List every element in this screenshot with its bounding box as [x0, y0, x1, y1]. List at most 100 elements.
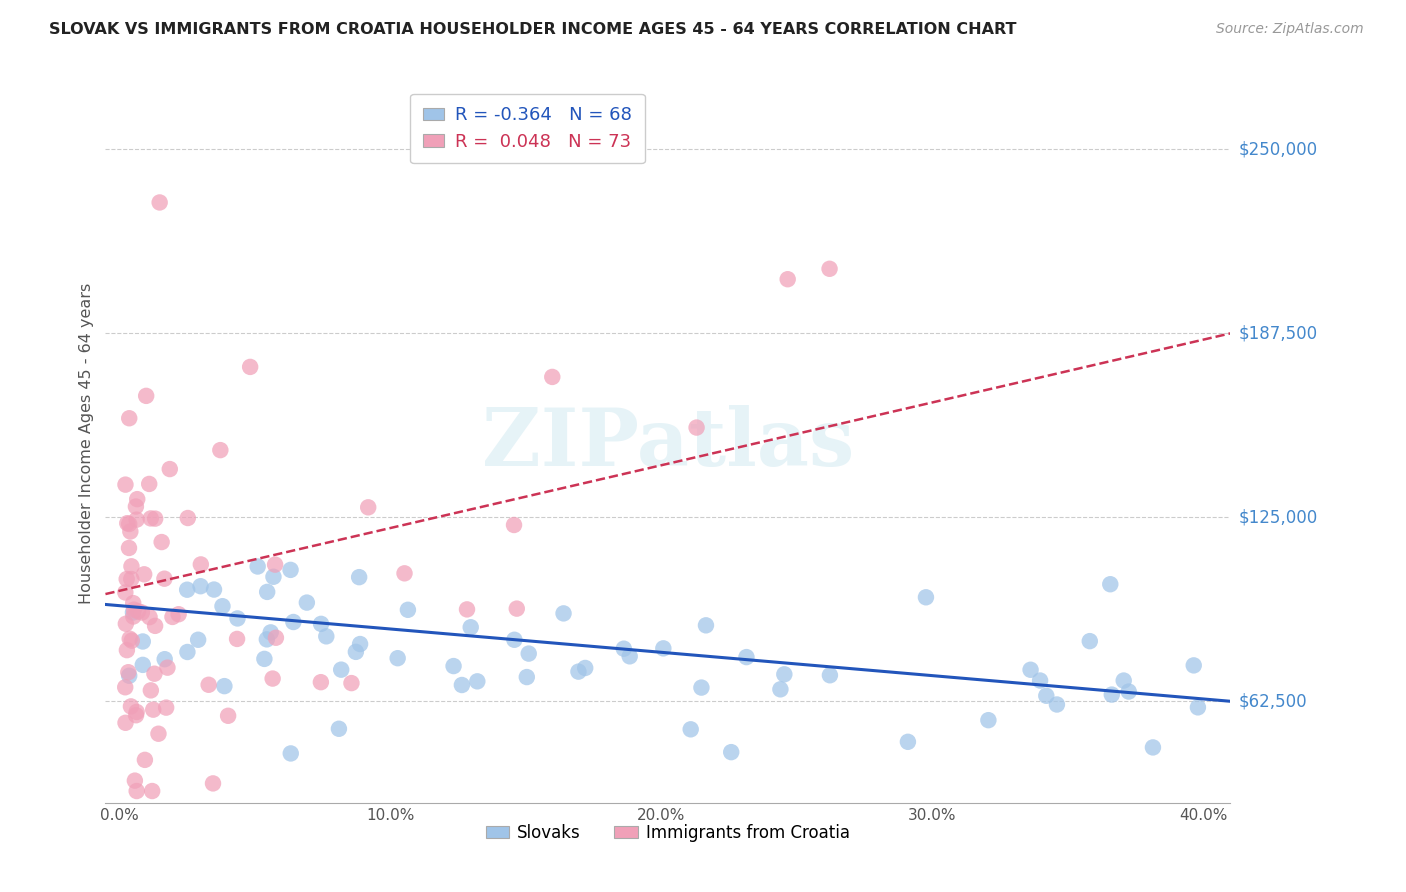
Point [262, 570, 284, 584]
Point [138, 477, 160, 491]
Point [150, 535, 173, 549]
Point [679, 723, 702, 737]
Point [357, 500, 380, 515]
Y-axis label: Householder Income Ages 45 - 64 years: Householder Income Ages 45 - 64 years [79, 283, 94, 605]
Point [120, 572, 142, 586]
Point [451, 678, 474, 692]
Point [280, 747, 302, 761]
Point [125, 500, 148, 514]
Point [190, 558, 212, 572]
Point [214, 679, 236, 693]
Point [613, 641, 636, 656]
Point [260, 625, 283, 640]
Point [127, 492, 149, 507]
Point [394, 566, 416, 581]
Point [143, 666, 166, 681]
Point [115, 643, 138, 657]
Point [132, 634, 155, 648]
Point [695, 618, 717, 632]
Point [264, 631, 287, 645]
Point [1112, 673, 1135, 688]
Point [1035, 689, 1057, 703]
Point [226, 611, 249, 625]
Point [387, 651, 409, 665]
Point [776, 272, 799, 286]
Point [148, 727, 170, 741]
Point [132, 657, 155, 672]
Point [156, 660, 179, 674]
Point [135, 389, 157, 403]
Point [124, 773, 146, 788]
Point [125, 784, 148, 798]
Point [619, 649, 641, 664]
Point [720, 745, 742, 759]
Point [1019, 663, 1042, 677]
Point [295, 596, 318, 610]
Point [217, 708, 239, 723]
Point [114, 715, 136, 730]
Point [685, 420, 707, 434]
Point [253, 652, 276, 666]
Point [574, 661, 596, 675]
Point [122, 609, 145, 624]
Point [176, 582, 198, 597]
Text: $250,000: $250,000 [1239, 140, 1317, 159]
Point [114, 680, 136, 694]
Point [118, 632, 141, 646]
Point [328, 722, 350, 736]
Point [503, 632, 526, 647]
Point [202, 582, 225, 597]
Point [1142, 740, 1164, 755]
Point [187, 632, 209, 647]
Point [117, 665, 139, 680]
Point [162, 610, 184, 624]
Text: Source: ZipAtlas.com: Source: ZipAtlas.com [1216, 22, 1364, 37]
Point [190, 579, 212, 593]
Text: $125,000: $125,000 [1239, 508, 1317, 526]
Point [121, 633, 143, 648]
Point [1101, 688, 1123, 702]
Point [1078, 634, 1101, 648]
Point [197, 678, 219, 692]
Point [118, 516, 141, 531]
Point [118, 541, 141, 555]
Point [115, 572, 138, 586]
Point [347, 570, 370, 584]
Point [818, 261, 841, 276]
Point [177, 511, 200, 525]
Point [114, 585, 136, 599]
Point [818, 668, 841, 682]
Point [134, 567, 156, 582]
Point [503, 518, 526, 533]
Point [264, 558, 287, 572]
Point [153, 652, 176, 666]
Point [1187, 700, 1209, 714]
Point [1029, 673, 1052, 688]
Point [211, 599, 233, 614]
Point [117, 516, 139, 531]
Point [340, 676, 363, 690]
Point [209, 443, 232, 458]
Point [143, 619, 166, 633]
Point [690, 681, 713, 695]
Point [246, 559, 269, 574]
Point [159, 462, 181, 476]
Point [309, 616, 332, 631]
Point [517, 647, 540, 661]
Point [139, 683, 162, 698]
Point [977, 713, 1000, 727]
Point [773, 667, 796, 681]
Point [456, 602, 478, 616]
Point [567, 665, 589, 679]
Point [541, 370, 564, 384]
Point [134, 753, 156, 767]
Point [138, 610, 160, 624]
Point [122, 596, 145, 610]
Text: $187,500: $187,500 [1239, 325, 1317, 343]
Point [1118, 684, 1140, 698]
Point [1046, 698, 1069, 712]
Point [142, 703, 165, 717]
Point [1182, 658, 1205, 673]
Point [149, 195, 172, 210]
Point [118, 411, 141, 425]
